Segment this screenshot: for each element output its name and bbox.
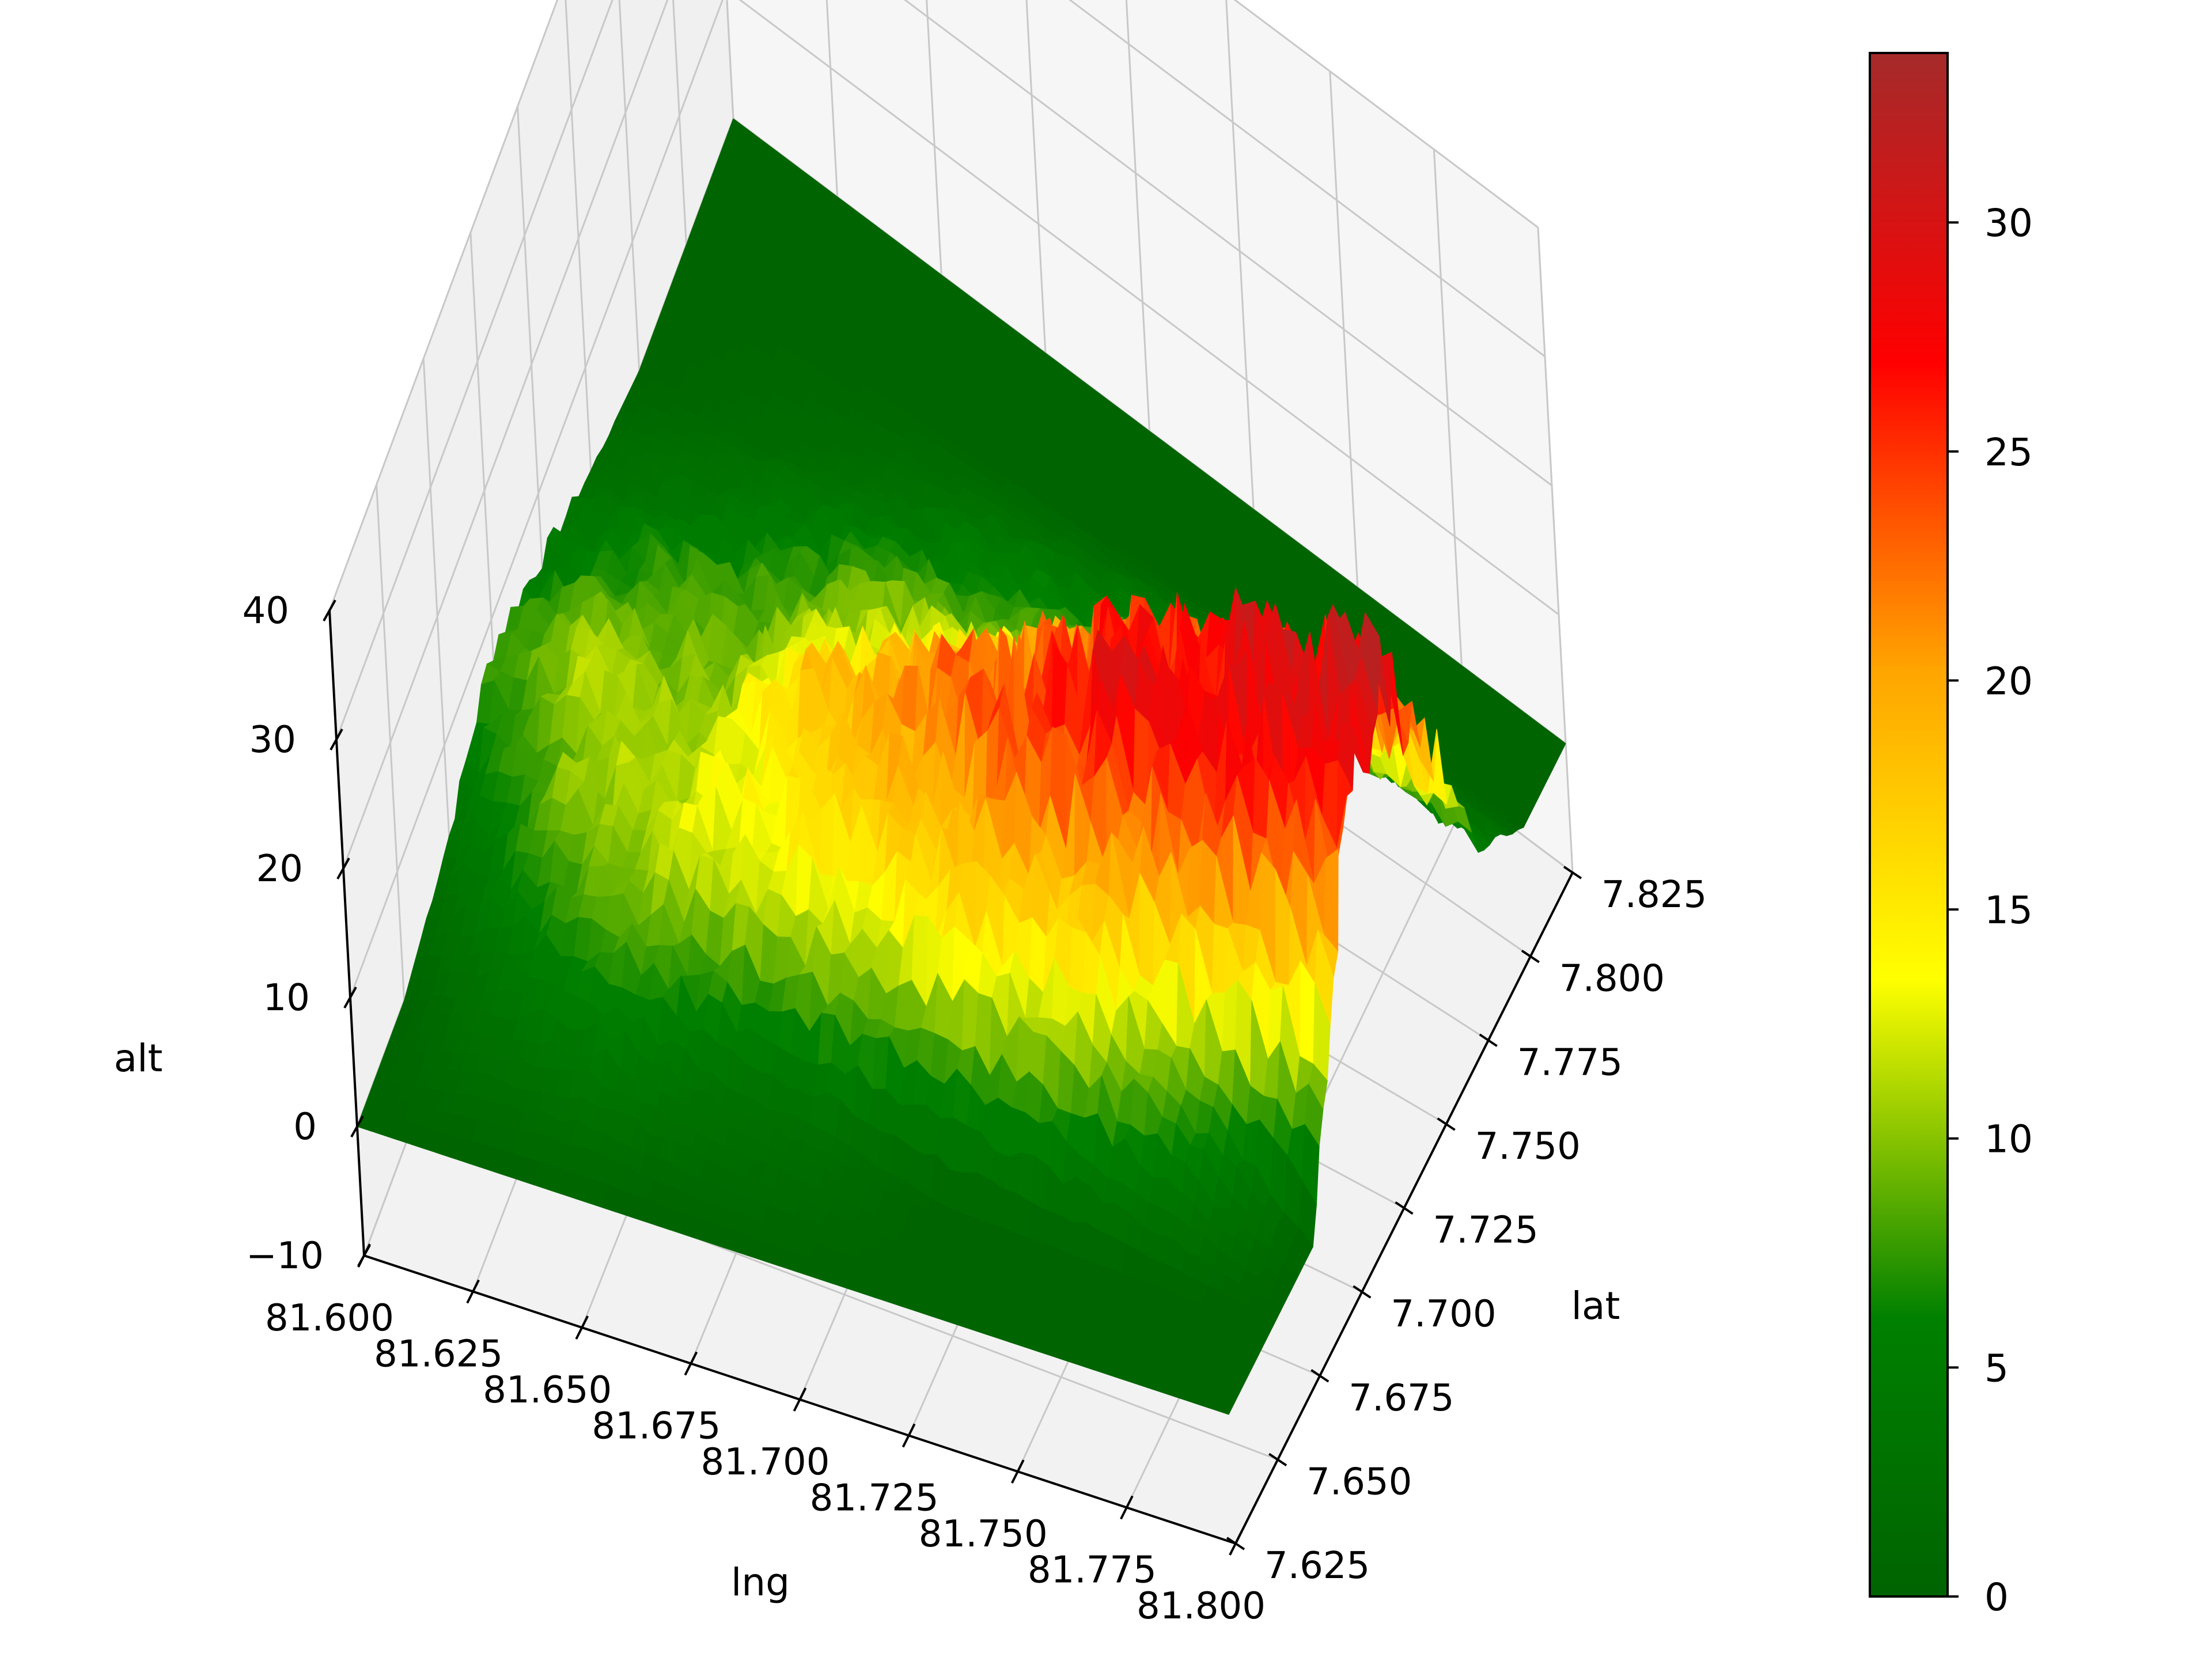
terrain-surface (357, 118, 1566, 1415)
colorbar-tick-label: 25 (1984, 430, 2033, 475)
y-tick-label: 7.700 (1391, 1293, 1496, 1336)
y-tick-label: 7.775 (1517, 1041, 1623, 1084)
z-tick-label: −10 (246, 1235, 324, 1277)
wall-grid-line (1537, 227, 1574, 873)
z-axis-label: alt (114, 1036, 163, 1080)
wall-grid-line (335, 0, 1546, 740)
z-tick-label: 0 (293, 1106, 317, 1148)
surface-patch (1133, 708, 1149, 808)
y-tick-label: 7.675 (1349, 1377, 1454, 1420)
surface-patch (1323, 848, 1339, 953)
y-axis-label: lat (1571, 1284, 1620, 1328)
colorbar-tick-label: 5 (1984, 1346, 2009, 1390)
x-axis-label: lng (731, 1560, 790, 1605)
z-tick-label: 20 (256, 848, 303, 890)
colorbar: 0 5 10 15 20 25 30 (1869, 52, 2033, 1620)
colorbar-gradient (1869, 52, 1949, 1598)
y-tick-label: 7.725 (1433, 1209, 1539, 1252)
y-tick-label: 7.625 (1264, 1545, 1370, 1587)
x-tick-label: 81.800 (1137, 1585, 1266, 1628)
z-tick-label: 40 (243, 590, 289, 632)
wall-grid-line (349, 0, 1559, 998)
z-tick-label: 10 (263, 977, 310, 1019)
colorbar-tick-label: 30 (1984, 201, 2033, 245)
colorbar-tick-label: 20 (1984, 659, 2033, 703)
y-tick-label: 7.650 (1306, 1461, 1412, 1503)
colorbar-tick-label: 10 (1984, 1117, 2033, 1162)
z-tick-label: 30 (249, 719, 296, 761)
y-tick-label: 7.800 (1559, 958, 1665, 1000)
y-tick-label: 7.750 (1475, 1125, 1581, 1168)
colorbar-tick-label: 15 (1984, 888, 2033, 932)
y-tick-label: 7.825 (1601, 874, 1707, 916)
wall-grid-line (328, 0, 1539, 611)
colorbar-tick-label: 0 (1984, 1575, 2009, 1620)
wall-grid-line (342, 0, 1552, 869)
